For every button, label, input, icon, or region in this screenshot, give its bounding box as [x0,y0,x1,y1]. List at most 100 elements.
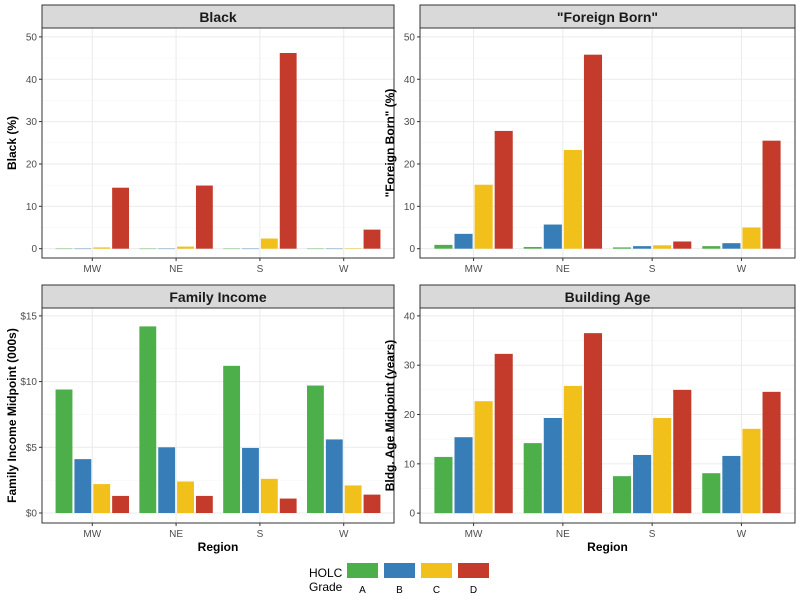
legend-key-B [384,563,415,578]
bar-B-MW [454,437,473,514]
bar-C-NE [563,385,582,514]
x-tick-label: MW [83,264,101,275]
legend-key-A [347,563,378,578]
y-tick-label: 10 [26,202,38,213]
bar-B-S [633,454,652,514]
panel-border [419,27,796,259]
bar-C-MW [93,484,111,514]
legend-label: A [359,585,366,596]
x-tick-label: W [737,529,747,540]
x-tick-label: NE [169,264,183,275]
bar-C-S [653,245,672,249]
bar-A-W [702,473,721,514]
bar-D-S [279,52,297,249]
bar-A-S [612,247,632,249]
bar-C-W [344,485,362,514]
x-tick-label: MW [465,529,483,540]
facet-title: Black [199,9,237,25]
y-axis-title: "Foreign Born" (%) [383,89,397,198]
bar-A-MW [434,456,453,514]
bar-D-NE [583,54,603,249]
y-tick-label: 50 [26,32,38,43]
bar-C-NE [563,149,582,249]
legend-label: B [396,585,403,596]
x-tick-label: W [737,264,747,275]
bar-D-MW [112,495,129,514]
bar-A-MW [55,389,73,514]
y-tick-label: 30 [404,117,416,128]
bar-C-NE [177,481,194,514]
bar-D-MW [494,353,513,514]
x-tick-label: NE [556,529,570,540]
facet-title: Building Age [565,289,651,305]
bar-C-W [742,428,761,514]
x-tick-label: W [339,529,349,540]
bar-A-NE [139,326,157,514]
x-tick-label: S [257,264,264,275]
bar-C-W [742,227,761,249]
bar-B-NE [158,447,176,514]
facet-title: Family Income [169,289,266,305]
y-tick-label: 20 [404,159,416,170]
bar-D-NE [195,185,213,249]
y-tick-label: $0 [26,509,38,520]
bar-D-MW [494,130,513,249]
bar-D-S [673,389,692,514]
bar-C-S [653,417,672,514]
bar-A-S [612,476,632,514]
y-tick-label: $5 [26,443,38,454]
bar-C-MW [474,401,493,514]
y-tick-label: 30 [404,361,416,372]
y-axis-title: Bldg. Age Midpoint (years) [383,340,397,492]
legend-key-D [458,563,489,578]
bar-B-W [722,455,741,514]
y-tick-label: 30 [26,117,38,128]
bar-D-NE [583,333,603,514]
bar-A-W [702,246,721,249]
x-tick-label: S [649,529,656,540]
y-axis-title: Black (%) [5,116,19,170]
bar-C-NE [177,246,194,249]
x-tick-label: S [257,529,264,540]
bar-C-S [260,238,278,249]
legend-title: Grade [309,580,343,594]
facet-panel: Building Age 0 10 20 30 40 MW NE S W Bldg. Age Mid… [383,284,796,554]
legend-key-C [421,563,452,578]
bar-D-W [762,391,781,514]
legend-label: C [433,585,440,596]
x-tick-label: MW [465,264,483,275]
bar-D-MW [112,187,129,249]
x-tick-label: NE [169,529,183,540]
bar-A-NE [523,443,542,514]
y-tick-label: 20 [404,410,416,421]
legend-label: D [470,585,477,596]
y-tick-label: 0 [31,244,37,255]
y-tick-label: 0 [409,244,415,255]
y-tick-label: $15 [20,311,37,322]
bar-B-NE [543,417,562,514]
bar-C-MW [93,247,111,249]
panel-border [41,27,395,259]
panel-border [419,307,796,524]
y-tick-label: 10 [404,459,416,470]
bar-A-MW [434,244,453,249]
y-tick-label: 0 [409,509,415,520]
bar-C-MW [474,184,493,249]
y-tick-label: 50 [404,32,416,43]
x-tick-label: S [649,264,656,275]
y-axis-title: Family Income Midpoint (000s) [5,328,19,503]
y-tick-label: 40 [404,75,416,86]
y-tick-label: 40 [404,311,416,322]
bar-B-MW [454,233,473,249]
bar-B-S [242,447,259,514]
legend-title: HOLC [309,566,343,580]
bar-B-W [722,243,741,249]
bar-D-W [363,494,381,514]
bar-D-W [363,229,381,249]
facet-panel: Family Income $0 $5 $10 $15 MW NE S W Family Inco… [5,284,395,554]
facet-panel: "Foreign Born" 0 10 20 30 40 50 MW NE S W "Foreign … [383,4,796,275]
bar-D-S [673,241,692,249]
x-tick-label: NE [556,264,570,275]
bar-D-S [279,498,297,514]
